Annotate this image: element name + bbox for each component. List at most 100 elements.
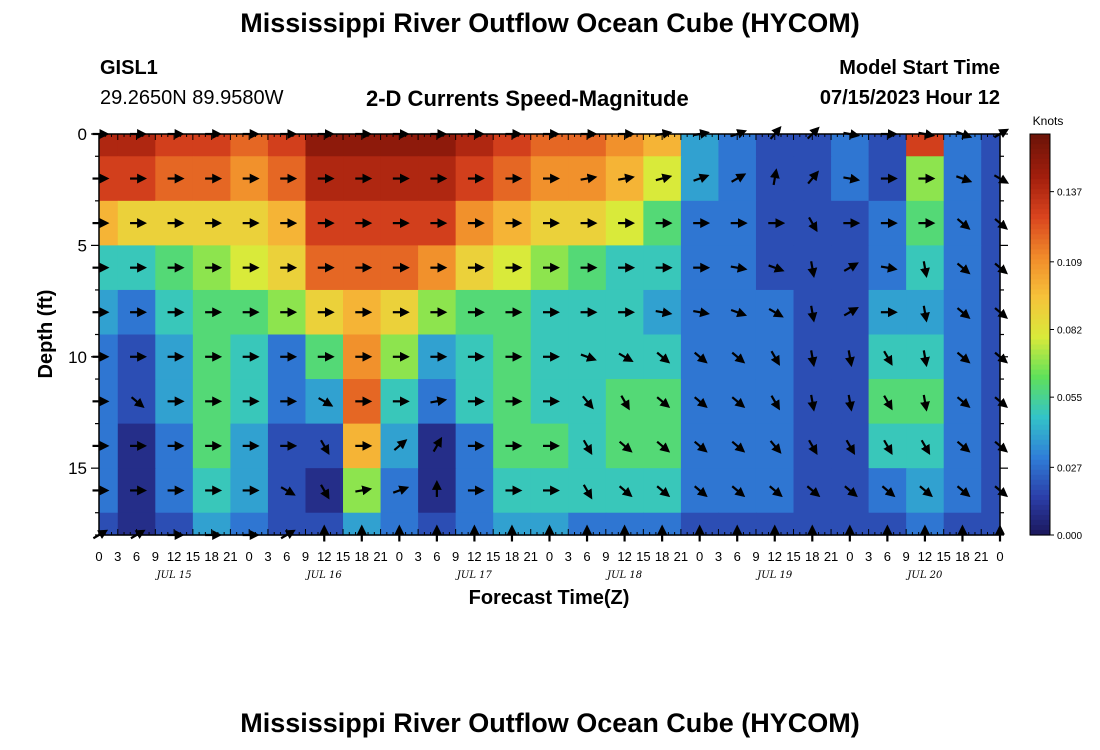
current-arrow	[730, 262, 748, 273]
x-date-label: JUL 19	[755, 570, 793, 581]
current-arrow	[731, 396, 746, 409]
x-axis-label: Forecast Time(Z)	[469, 587, 630, 609]
heatmap-cell	[868, 512, 907, 536]
x-tick-label: 12	[918, 549, 932, 564]
model-start-value: 07/15/2023 Hour 12	[819, 87, 1000, 109]
heatmap-cell	[343, 134, 382, 157]
colorbar-segment	[1030, 224, 1050, 230]
heatmap-cell	[418, 134, 457, 157]
colorbar-tick-label: 0.000	[1057, 531, 1082, 542]
colorbar-segment	[1030, 504, 1050, 511]
heatmap-cell	[418, 512, 457, 536]
heatmap-cell	[99, 134, 119, 157]
colorbar-segment	[1030, 489, 1050, 496]
current-arrow	[393, 439, 408, 451]
colorbar-segment	[1030, 509, 1050, 516]
colorbar-segment	[1030, 339, 1050, 346]
current-arrow	[731, 440, 746, 453]
colorbar-tick-label: 0.082	[1057, 325, 1082, 336]
colorbar-segment	[1030, 299, 1050, 306]
current-arrow	[693, 307, 710, 318]
current-arrow	[769, 168, 780, 186]
heatmap-cell	[155, 134, 194, 157]
current-arrow	[731, 173, 747, 183]
current-arrow	[656, 485, 671, 498]
current-arrow	[768, 263, 785, 273]
x-tick-label: 21	[824, 549, 838, 564]
current-arrow	[318, 397, 334, 407]
heatmap-cell	[906, 512, 945, 536]
x-date-label: JUL 18	[605, 570, 642, 581]
current-arrow	[845, 439, 856, 455]
colorbar-segment	[1030, 274, 1050, 280]
current-arrow	[693, 440, 708, 453]
x-tick-label: 3	[414, 549, 421, 564]
x-tick-label: 0	[696, 549, 703, 564]
colorbar-segment	[1030, 169, 1050, 175]
current-arrow	[280, 486, 296, 496]
colorbar-segment	[1030, 519, 1050, 526]
x-tick-label: 15	[186, 549, 200, 564]
x-tick-label: 6	[433, 549, 440, 564]
current-arrow	[693, 396, 708, 409]
y-axis-label: Depth (ft)	[35, 290, 57, 379]
current-arrow	[770, 350, 780, 366]
colorbar-segment	[1030, 304, 1050, 311]
x-tick-label: 21	[674, 549, 688, 564]
colorbar-segment	[1030, 444, 1050, 451]
heatmap-cell	[230, 134, 269, 157]
x-date-label: JUL 16	[305, 570, 343, 581]
current-arrow	[843, 173, 861, 184]
colorbar-segment	[1030, 329, 1050, 336]
heatmap-cell	[192, 134, 231, 157]
chart-title: Mississippi River Outflow Ocean Cube (HY…	[240, 8, 860, 38]
heatmap-cell	[192, 512, 231, 536]
current-arrow	[693, 485, 708, 498]
current-arrow	[320, 484, 330, 500]
current-arrow	[881, 485, 896, 498]
current-arrow	[883, 350, 893, 366]
current-arrow	[580, 352, 597, 362]
current-arrow	[582, 439, 593, 455]
colorbar-segment	[1030, 464, 1050, 471]
current-arrow	[582, 395, 594, 410]
current-arrow	[919, 485, 933, 498]
heatmap-cell	[267, 512, 307, 536]
colorbar-segment	[1030, 234, 1050, 240]
x-axis: 0 3 6 9 12 15 18 21 0 3 6 9 12 15 18 21 0 3 6 9 12 15 18 21 0 3 6 9…	[95, 134, 1004, 581]
x-tick-label: 9	[752, 549, 759, 564]
heatmap-cell	[305, 512, 344, 536]
x-tick-label: 15	[336, 549, 350, 564]
current-arrow	[355, 485, 373, 496]
colorbar-segment	[1030, 484, 1050, 491]
x-tick-label: 0	[996, 549, 1003, 564]
current-arrow	[883, 439, 893, 455]
colorbar-segment	[1030, 359, 1050, 366]
colorbar-segment	[1030, 144, 1050, 150]
current-arrow	[580, 173, 598, 184]
x-tick-label: 15	[486, 549, 500, 564]
colorbar: 0.137 0.109 0.082 0.055 0.027 0.000	[1029, 133, 1082, 542]
next-chart-title: Mississippi River Outflow Ocean Cube (HY…	[240, 708, 860, 738]
colorbar-segment	[1030, 399, 1050, 406]
colorbar-segment	[1030, 134, 1050, 140]
x-tick-label: 6	[734, 549, 741, 564]
heatmap-cell	[530, 134, 569, 157]
x-tick-label: 21	[223, 549, 237, 564]
colorbar-segment	[1030, 279, 1050, 285]
station-coords: 29.2650N 89.9580W	[100, 87, 284, 109]
colorbar-segment	[1030, 139, 1050, 145]
colorbar-tick-label: 0.027	[1057, 463, 1082, 474]
heatmap-cell	[981, 245, 1001, 291]
x-tick-label: 18	[355, 549, 369, 564]
current-arrow	[693, 351, 708, 364]
x-date-label: JUL 15	[155, 570, 192, 581]
heatmap-cell	[305, 134, 344, 157]
current-arrow	[807, 394, 818, 412]
heatmap-cell	[981, 156, 1001, 202]
heatmap-cell	[981, 334, 1001, 380]
heatmap-cell	[455, 134, 494, 157]
colorbar-segment	[1030, 524, 1050, 531]
x-tick-label: 9	[602, 549, 609, 564]
